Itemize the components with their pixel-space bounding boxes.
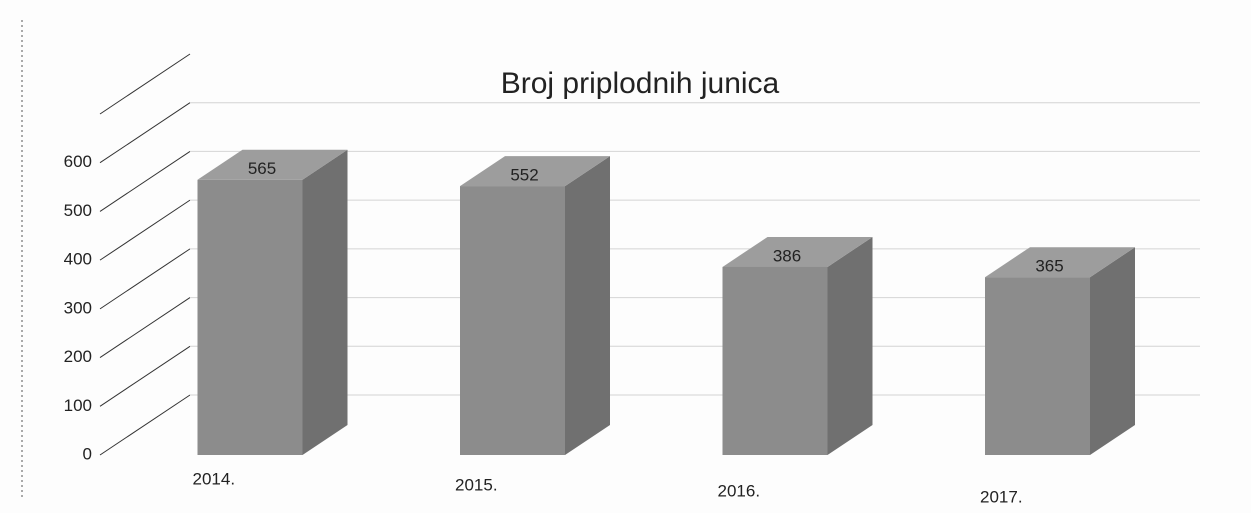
- bar-front: [985, 277, 1090, 455]
- bar-side: [1090, 247, 1135, 455]
- x-tick-label: 2017.: [980, 487, 1023, 506]
- y-tick-label: 300: [64, 298, 92, 317]
- axis-depth-line: [99, 102, 191, 164]
- x-tick-label: 2016.: [718, 481, 761, 500]
- x-tick-label: 2014.: [193, 469, 236, 488]
- bar: [722, 236, 873, 455]
- axis-depth-line: [99, 394, 191, 456]
- bar-top: [460, 156, 610, 187]
- axis-depth-line: [99, 345, 191, 407]
- bar: [460, 156, 610, 455]
- y-tick-label: 100: [64, 396, 92, 415]
- value-label: 386: [773, 246, 801, 265]
- y-tick-label: 600: [64, 152, 92, 171]
- y-tick-label: 0: [83, 444, 92, 463]
- bar-top: [722, 236, 873, 267]
- bar: [197, 149, 348, 455]
- bar: [985, 247, 1135, 455]
- axis-depth-line: [99, 53, 191, 115]
- x-tick-label: 2015.: [455, 475, 498, 494]
- bar-front: [460, 186, 565, 455]
- bar-side: [827, 236, 873, 455]
- axis-depth-line: [99, 248, 191, 310]
- axis-depth-line: [99, 151, 191, 212]
- bar-top: [197, 149, 348, 180]
- bar-front: [722, 266, 828, 455]
- bar-side: [302, 149, 348, 455]
- bar-side: [565, 156, 610, 455]
- chart-title: Broj priplodnih junica: [501, 67, 780, 100]
- value-label: 552: [510, 166, 538, 185]
- axis-depth-line: [99, 199, 191, 261]
- y-tick-label: 500: [64, 201, 92, 220]
- bar-top: [985, 247, 1135, 278]
- bar-front: [197, 179, 303, 455]
- y-tick-label: 200: [64, 347, 92, 366]
- value-label: 565: [248, 159, 276, 178]
- y-tick-label: 400: [64, 250, 92, 269]
- axis-depth-line: [99, 297, 191, 358]
- value-label: 365: [1035, 257, 1063, 276]
